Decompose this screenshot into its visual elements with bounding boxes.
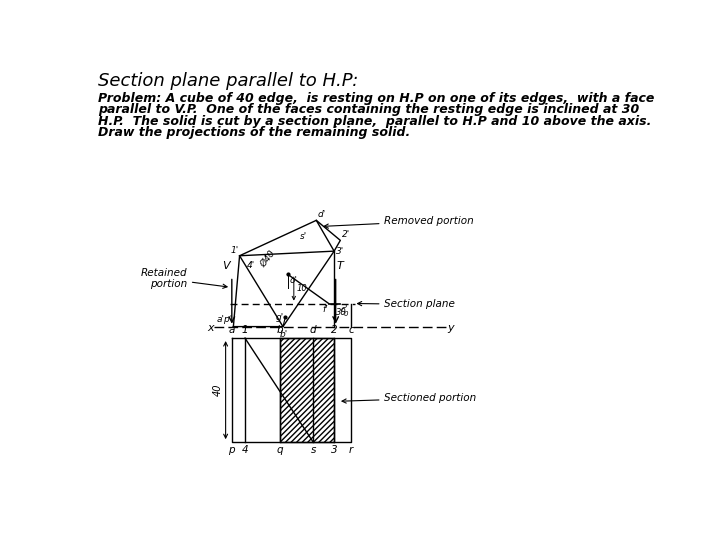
Text: T: T bbox=[336, 261, 343, 271]
Text: b: b bbox=[276, 325, 283, 335]
Text: Retained
portion: Retained portion bbox=[140, 268, 227, 289]
Text: 10: 10 bbox=[296, 285, 307, 293]
Text: Sectioned portion: Sectioned portion bbox=[342, 393, 477, 403]
Text: g': g' bbox=[276, 313, 284, 322]
Text: d: d bbox=[310, 325, 317, 335]
Text: a'p': a'p' bbox=[216, 315, 233, 325]
Text: V: V bbox=[222, 261, 230, 271]
Text: p: p bbox=[228, 445, 235, 455]
Bar bbox=[280, 338, 334, 442]
Text: Section plane: Section plane bbox=[358, 299, 455, 309]
Text: Removed portion: Removed portion bbox=[324, 216, 474, 228]
Text: x: x bbox=[207, 323, 213, 333]
Text: Draw the projections of the remaining solid.: Draw the projections of the remaining so… bbox=[98, 126, 410, 139]
Text: 1': 1' bbox=[230, 246, 239, 255]
Text: y: y bbox=[447, 323, 454, 333]
Text: 1: 1 bbox=[242, 325, 248, 335]
Text: 3': 3' bbox=[336, 247, 344, 255]
Text: Ø40: Ø40 bbox=[259, 249, 277, 269]
Text: 2': 2' bbox=[342, 230, 350, 239]
Text: a: a bbox=[229, 325, 235, 335]
Text: 3: 3 bbox=[330, 445, 338, 455]
Text: s': s' bbox=[300, 232, 307, 241]
Text: 30: 30 bbox=[336, 308, 347, 317]
Text: o': o' bbox=[289, 276, 297, 285]
Text: b': b' bbox=[279, 330, 288, 340]
Text: parallel to V.P.  One of the faces containing the resting edge is inclined at 30: parallel to V.P. One of the faces contai… bbox=[98, 103, 639, 116]
Text: f': f' bbox=[323, 305, 328, 314]
Text: 2: 2 bbox=[330, 325, 338, 335]
Text: 0: 0 bbox=[343, 311, 348, 317]
Text: c: c bbox=[348, 325, 354, 335]
Text: H.P.  The solid is cut by a section plane,  parallel to H.P and 10 above the axi: H.P. The solid is cut by a section plane… bbox=[98, 115, 651, 128]
Text: c': c' bbox=[341, 305, 348, 314]
Text: d': d' bbox=[318, 210, 326, 219]
Text: 4: 4 bbox=[242, 445, 248, 455]
Text: r: r bbox=[349, 445, 354, 455]
Text: q: q bbox=[276, 445, 283, 455]
Text: 4': 4' bbox=[246, 261, 255, 270]
Text: 40: 40 bbox=[213, 383, 223, 396]
Text: Section plane parallel to H.P:: Section plane parallel to H.P: bbox=[98, 72, 358, 91]
Text: s: s bbox=[310, 445, 316, 455]
Text: Problem: A cube of 40 edge,  is resting on H.P on one of its edges,  with a face: Problem: A cube of 40 edge, is resting o… bbox=[98, 92, 654, 105]
